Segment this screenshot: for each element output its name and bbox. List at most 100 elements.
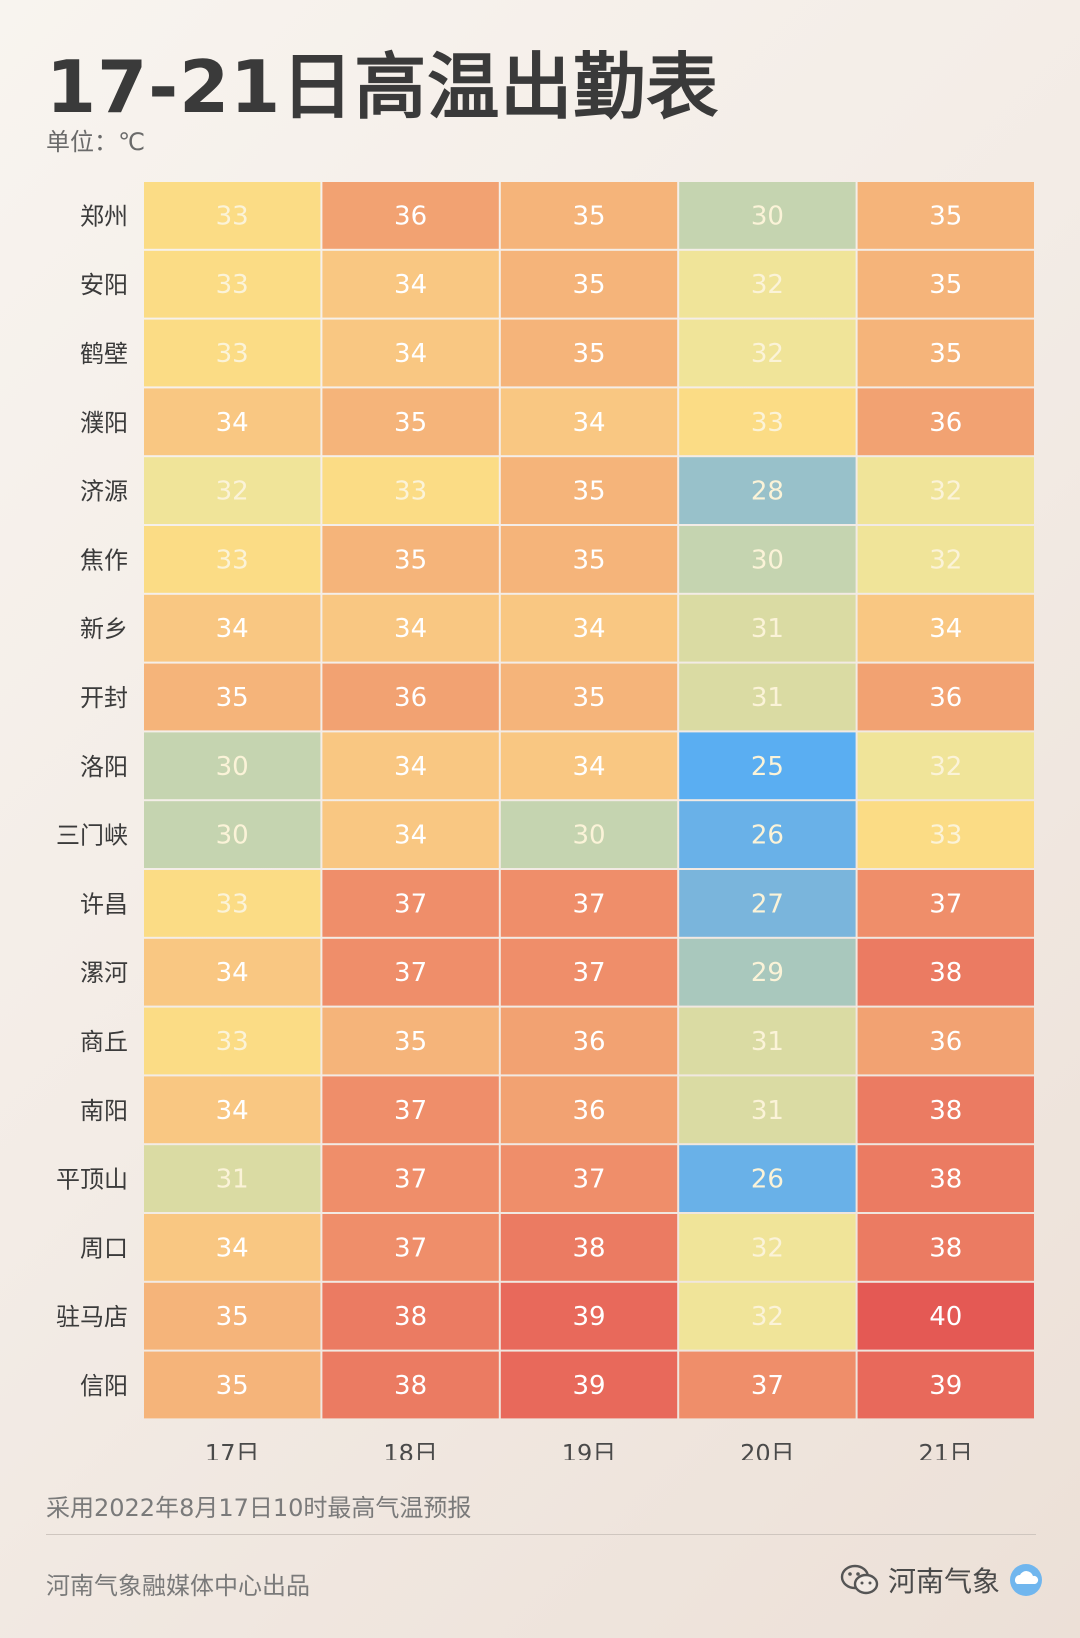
heatmap-cell (857, 938, 1034, 1006)
heatmap-cell (322, 1282, 499, 1350)
cell-value-label: 38 (929, 1233, 962, 1263)
heatmap-cell (500, 388, 678, 456)
heatmap-cell (679, 182, 856, 249)
heatmap-cell (322, 526, 499, 593)
cell-value-label: 37 (929, 889, 962, 919)
heatmap-cell (322, 319, 499, 387)
cell-value-label: 37 (394, 1165, 427, 1195)
cell-value-label: 32 (751, 1302, 784, 1332)
cell-value-label: 35 (216, 683, 249, 713)
data-source-note: 采用2022年8月17日10时最高气温预报 (46, 1494, 472, 1522)
cell-value-label: 34 (572, 614, 605, 644)
cell-value-label: 36 (394, 683, 427, 713)
heatmap-cell (679, 801, 856, 868)
cell-value-label: 33 (216, 545, 249, 575)
heatmap-cell (679, 319, 856, 387)
row-label: 平顶山 (56, 1166, 128, 1194)
cell-value-label: 34 (572, 408, 605, 438)
cell-value-label: 35 (929, 201, 962, 231)
heatmap-chart: 郑州 33 36 35 30 35 安阳 33 34 35 32 35 鹤壁 33 34 35 32 35 濮阳 34… (56, 182, 1034, 1460)
heatmap-cell (322, 182, 499, 249)
brand-name: 河南气象 (887, 1565, 1000, 1598)
cell-value-label: 34 (216, 958, 249, 988)
heatmap-cell (857, 801, 1034, 868)
cell-value-label: 30 (572, 821, 605, 851)
cell-value-label: 32 (929, 752, 962, 782)
cell-value-label: 35 (394, 545, 427, 575)
heatmap-cell (857, 1351, 1034, 1419)
heatmap-cell (144, 388, 321, 456)
cell-value-label: 37 (572, 958, 605, 988)
row-label: 许昌 (80, 890, 128, 918)
brand-logo: 河南气象 (840, 1560, 1044, 1600)
heatmap-cell (857, 319, 1034, 387)
heatmap-cell (500, 732, 678, 800)
page-title: 17-21日高温出勤表 (46, 45, 720, 129)
cell-value-label: 33 (216, 339, 249, 369)
heatmap-cell (857, 1214, 1034, 1281)
heatmap-cell (322, 1007, 499, 1075)
cell-value-label: 37 (394, 1096, 427, 1126)
heatmap-cell (322, 1145, 499, 1212)
row-label: 濮阳 (80, 409, 128, 437)
heatmap-cell (144, 250, 321, 318)
row-label: 新乡 (80, 615, 128, 643)
heatmap-cell (144, 1076, 321, 1144)
heatmap-cell (679, 594, 856, 662)
heatmap-cell (857, 1007, 1034, 1075)
heatmap-cell (679, 457, 856, 524)
heatmap-cell (144, 526, 321, 593)
heatmap-cell (322, 1351, 499, 1419)
heatmap-cell (322, 250, 499, 318)
heatmap-cell (679, 250, 856, 318)
cell-value-label: 35 (216, 1302, 249, 1332)
heatmap-cell (500, 182, 678, 249)
column-label: 18日 (383, 1439, 438, 1460)
heatmap-cell (679, 1351, 856, 1419)
heatmap-cell (500, 594, 678, 662)
cell-value-label: 28 (751, 477, 784, 507)
heatmap-cell (322, 870, 499, 937)
cell-value-label: 38 (929, 1096, 962, 1126)
heatmap-cell (679, 388, 856, 456)
column-label: 21日 (919, 1439, 974, 1460)
cell-value-label: 31 (751, 683, 784, 713)
cell-value-label: 35 (572, 477, 605, 507)
footer-divider (46, 1534, 1036, 1535)
row-label: 安阳 (80, 271, 128, 299)
heatmap-cell (500, 457, 678, 524)
cell-value-label: 31 (751, 614, 784, 644)
cell-value-label: 32 (929, 545, 962, 575)
cell-value-label: 34 (929, 614, 962, 644)
heatmap-cell (144, 1007, 321, 1075)
heatmap-cell (679, 663, 856, 731)
row-label: 南阳 (80, 1097, 128, 1125)
row-label: 漯河 (80, 959, 128, 987)
cell-value-label: 35 (572, 201, 605, 231)
cell-value-label: 35 (572, 683, 605, 713)
heatmap-cell (857, 182, 1034, 249)
cell-value-label: 33 (751, 408, 784, 438)
heatmap-cell (500, 938, 678, 1006)
cell-value-label: 30 (216, 821, 249, 851)
cell-value-label: 38 (394, 1302, 427, 1332)
heatmap-cell (857, 870, 1034, 937)
heatmap-cell (322, 732, 499, 800)
heatmap-cell (500, 250, 678, 318)
heatmap-cell (679, 1214, 856, 1281)
heatmap-cell (322, 663, 499, 731)
cell-value-label: 34 (394, 614, 427, 644)
row-label: 三门峡 (56, 822, 128, 850)
heatmap-cell (144, 732, 321, 800)
cell-value-label: 34 (216, 408, 249, 438)
cell-value-label: 32 (751, 339, 784, 369)
cell-value-label: 35 (929, 270, 962, 300)
heatmap-cell (679, 1282, 856, 1350)
cell-value-label: 39 (929, 1371, 962, 1401)
cell-value-label: 26 (751, 821, 784, 851)
cell-value-label: 38 (572, 1233, 605, 1263)
heatmap-cell (500, 801, 678, 868)
cell-value-label: 29 (751, 958, 784, 988)
heatmap-cell (679, 526, 856, 593)
heatmap-cell (500, 870, 678, 937)
